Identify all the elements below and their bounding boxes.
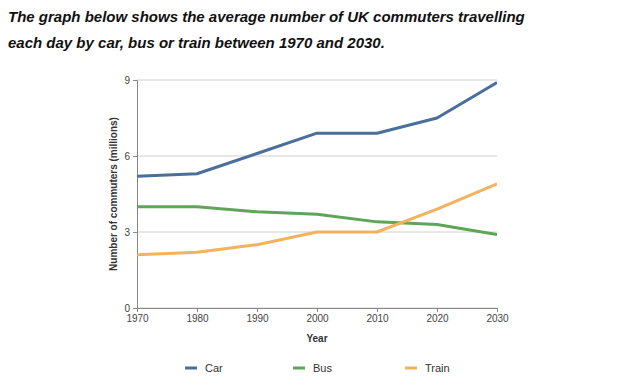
- tick-label: 6: [124, 151, 130, 162]
- chart: 1970 1980 1990 2000 2010 2020 2030 0 3 6 9 Year Numb…: [0, 0, 640, 388]
- x-axis: 1970 1980 1990 2000 2010 2020 2030: [126, 308, 509, 324]
- tick-label: 0: [124, 303, 130, 314]
- tick: 2030: [486, 308, 509, 324]
- legend-item: Car: [185, 362, 223, 374]
- tick-mark: [133, 80, 137, 81]
- line: [137, 83, 497, 177]
- tick-mark: [133, 232, 137, 233]
- legend-label: Train: [425, 362, 450, 374]
- tick: 1980: [186, 308, 209, 324]
- tick-mark: [133, 308, 137, 309]
- legend-swatch: [185, 367, 197, 370]
- legend-label: Bus: [313, 362, 332, 374]
- tick-label: 3: [124, 227, 130, 238]
- tick-label: 1980: [186, 313, 209, 324]
- legend-item: Train: [405, 362, 450, 374]
- y-axis: 0 3 6 9: [124, 75, 137, 314]
- line: [137, 184, 497, 255]
- grid-line: [137, 80, 497, 81]
- tick: 9: [124, 75, 137, 86]
- tick-mark: [317, 308, 318, 312]
- tick-mark: [197, 308, 198, 312]
- tick-label: 1970: [126, 313, 149, 324]
- chart-title: The graph below shows the average number…: [8, 4, 528, 56]
- tick-label: 2000: [306, 313, 329, 324]
- grid-line: [137, 156, 497, 157]
- legend: Car Bus Train: [185, 362, 450, 374]
- line: [137, 207, 497, 235]
- tick-mark: [437, 308, 438, 312]
- legend-item: Bus: [293, 362, 332, 374]
- x-axis-title: Year: [306, 333, 327, 344]
- tick: 1990: [246, 308, 269, 324]
- tick-label: 2020: [426, 313, 449, 324]
- grid: [137, 80, 497, 308]
- tick: 2010: [366, 308, 389, 324]
- tick-mark: [497, 308, 498, 312]
- tick-mark: [133, 156, 137, 157]
- tick-mark: [257, 308, 258, 312]
- legend-swatch: [405, 367, 417, 370]
- tick: 0: [124, 303, 137, 314]
- y-axis-title: Number of commuters (millions): [108, 117, 119, 271]
- tick: 2020: [426, 308, 449, 324]
- tick-label: 2010: [366, 313, 389, 324]
- tick-mark: [377, 308, 378, 312]
- tick-label: 9: [124, 75, 130, 86]
- plot-area: [137, 83, 497, 255]
- legend-label: Car: [205, 362, 223, 374]
- legend-swatch: [293, 367, 305, 370]
- tick: 6: [124, 151, 137, 162]
- tick: 2000: [306, 308, 329, 324]
- tick-label: 2030: [486, 313, 509, 324]
- axis-line: [138, 309, 498, 313]
- axis-line: [133, 81, 138, 309]
- tick: 3: [124, 227, 137, 238]
- tick-label: 1990: [246, 313, 269, 324]
